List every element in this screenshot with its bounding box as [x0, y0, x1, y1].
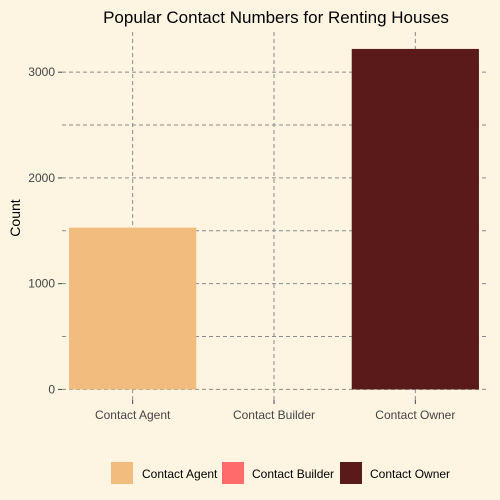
- legend-label: Contact Owner: [370, 467, 450, 481]
- x-tick-label: Contact Owner: [375, 408, 455, 422]
- bar-contact-agent: [69, 227, 197, 390]
- legend-label: Contact Builder: [252, 467, 334, 481]
- y-tick-label: 1000: [28, 277, 55, 291]
- x-tick-labels: Contact Agent Contact Builder Contact Owne…: [95, 400, 455, 422]
- y-axis-title: Count: [7, 199, 23, 236]
- legend-label: Contact Agent: [142, 467, 218, 481]
- bar-contact-owner: [351, 48, 479, 390]
- legend-key: [222, 462, 244, 484]
- legend-key: [111, 462, 133, 484]
- x-tick-label: Contact Agent: [95, 408, 171, 422]
- y-tick-label: 0: [48, 382, 55, 396]
- legend: Contact Agent Contact Builder Contact Owne…: [111, 462, 450, 484]
- bars: [69, 48, 479, 390]
- y-tick-label: 3000: [28, 65, 55, 79]
- chart-title: Popular Contact Numbers for Renting Hous…: [103, 8, 449, 27]
- y-tick-labels: 0 1000 2000 3000: [28, 65, 62, 396]
- y-tick-label: 2000: [28, 171, 55, 185]
- x-tick-label: Contact Builder: [233, 408, 315, 422]
- legend-key: [340, 462, 362, 484]
